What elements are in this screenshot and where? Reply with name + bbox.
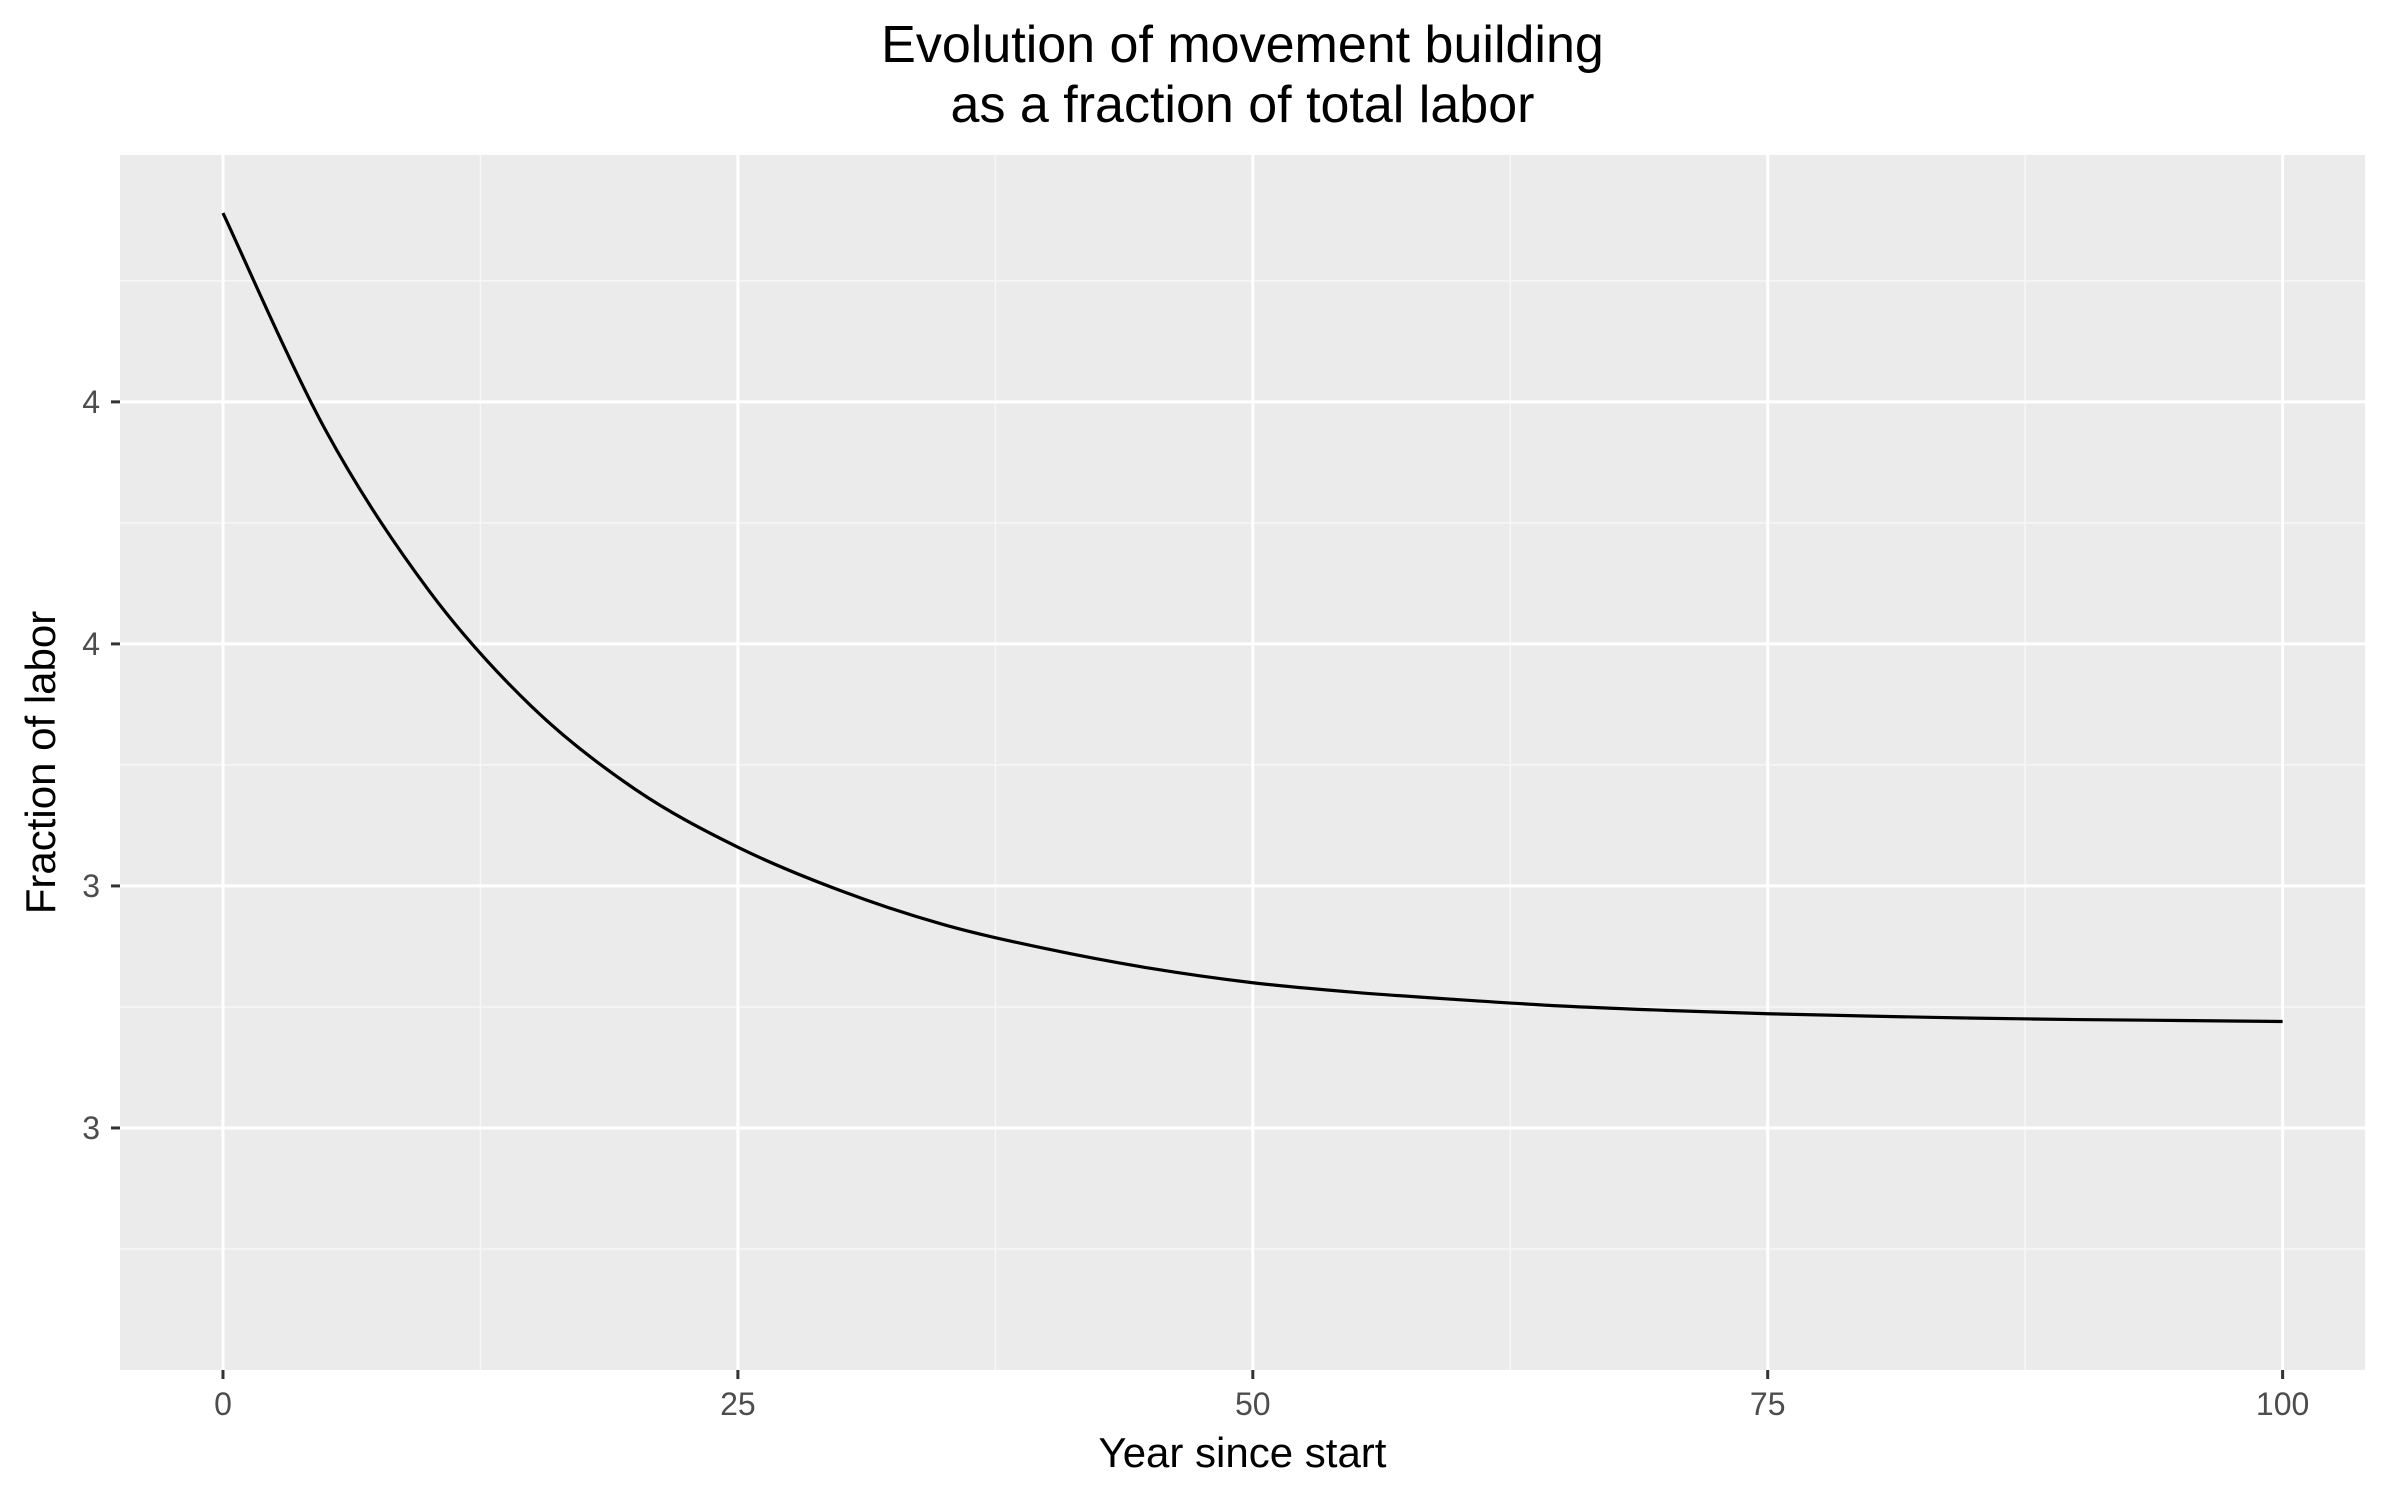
chart-title: Evolution of movement building as a fract… [881,16,1604,134]
x-tick-label: 0 [214,1386,232,1422]
y-tick-label: 3 [82,1110,100,1146]
axes: 0 25 50 75 100 3 3 4 4 [82,384,2309,1422]
x-axis-title: Year since start [1099,1429,1387,1476]
y-tick-label: 3 [82,868,100,904]
x-tick-label: 75 [1750,1386,1786,1422]
chart-title-line: Evolution of movement building [881,16,1604,74]
plot-panel [120,155,2365,1370]
y-axis-title: Fraction of labor [17,611,64,914]
x-tick-label: 50 [1235,1386,1271,1422]
x-tick-label: 25 [720,1386,756,1422]
series-line [221,212,2283,1024]
y-tick-label: 4 [82,384,100,420]
chart-title-line: as a fraction of total labor [951,76,1535,134]
y-tick-label: 4 [82,626,100,662]
panel-background [120,155,2365,1370]
grid [120,155,2365,1370]
series-layer [221,212,2283,1024]
x-tick-label: 100 [2256,1386,2309,1422]
